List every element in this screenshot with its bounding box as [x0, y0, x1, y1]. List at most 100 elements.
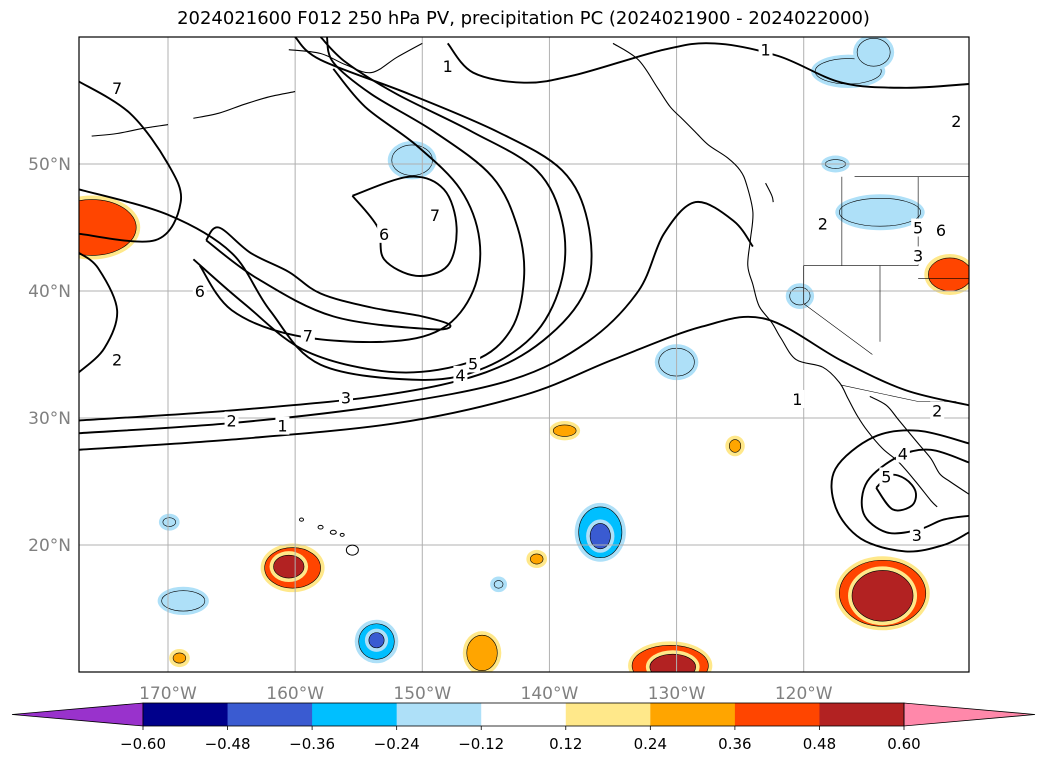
colorbar-bin: [481, 703, 567, 726]
precip-fill: [589, 523, 611, 550]
contour-label: 6: [936, 221, 946, 240]
colorbar-extend-min: [11, 702, 144, 727]
colorbar-bin: [312, 703, 398, 726]
contour-label: 2: [226, 412, 236, 431]
contour-label-bg: [453, 365, 468, 384]
contour-label-bg: [815, 214, 830, 233]
precip-fill: [729, 439, 742, 453]
island: [329, 529, 337, 535]
lat-tick-label: 40°N: [28, 282, 71, 302]
colorbar-bin: [143, 703, 229, 726]
coastline: [869, 395, 969, 495]
precip-fill: [161, 590, 206, 612]
precip-fill: [162, 517, 176, 527]
contour-label-bg: [192, 282, 207, 300]
precipitation-fill-layer: [79, 37, 969, 672]
pv-contour-4: [79, 37, 567, 381]
coastline: [612, 42, 938, 508]
pv-contour-2: [79, 252, 119, 374]
contour-label: 4: [455, 366, 465, 385]
lon-tick-label: 120°W: [775, 684, 833, 704]
colorbar-tick-label: 0.48: [803, 735, 836, 753]
chart-title: 2024021600 F012 250 hPa PV, precipitatio…: [177, 8, 870, 29]
colorbar-bin: [227, 703, 313, 726]
contour-label: 7: [112, 79, 122, 98]
pv-contour-7: [79, 80, 183, 243]
lon-tick-label: 170°W: [139, 684, 197, 704]
precip-fill: [530, 553, 544, 565]
colorbar-frame: [142, 702, 905, 727]
colorbar-bin: [819, 703, 905, 726]
colorbar-tick-label: 0.12: [549, 735, 582, 753]
pv-contour-layer: [79, 37, 969, 553]
axis-tick-labels: 170°W 160°W 150°W 140°W 130°W 120°W 50°N 40°N 30…: [28, 155, 833, 704]
contour-label-bg: [377, 224, 392, 243]
precip-fill: [552, 424, 577, 437]
pv-contour-4: [860, 448, 969, 535]
island: [345, 544, 359, 556]
colorbar-bin: [396, 703, 482, 726]
contour-label: 6: [379, 225, 389, 244]
contour-label-bg: [440, 57, 455, 76]
pv-contour-3: [79, 37, 593, 422]
contour-label-bg: [110, 350, 125, 369]
pv-contour-5: [192, 37, 526, 374]
contour-label-bg: [110, 78, 125, 97]
lat-tick-label: 30°N: [28, 409, 71, 429]
island: [317, 524, 324, 530]
colorbar-tick-label: 0.36: [718, 735, 751, 753]
lon-tick-label: 140°W: [521, 684, 579, 704]
colorbar-bin: [734, 703, 820, 726]
contour-label: 1: [443, 57, 453, 76]
lat-tick-label: 20°N: [28, 536, 71, 556]
contour-label: 7: [303, 326, 313, 345]
lat-tick-label: 50°N: [28, 155, 71, 175]
colorbar-extend-max: [903, 702, 1036, 727]
contour-label: 5: [468, 354, 478, 373]
colorbar-bin: [565, 703, 651, 726]
precip-fill: [856, 37, 891, 67]
pv-contour-2: [79, 201, 754, 435]
contour-label: 7: [430, 206, 440, 225]
contour-label: 3: [913, 246, 923, 265]
lon-tick-label: 160°W: [266, 684, 324, 704]
precip-fill: [368, 632, 385, 649]
contour-label: 3: [912, 526, 922, 545]
colorbar-tick-label: −0.36: [289, 735, 335, 753]
coastlines: [91, 42, 969, 556]
contour-label: 2: [951, 112, 961, 131]
precip-fill: [839, 197, 921, 227]
precip-fill: [789, 286, 811, 306]
contour-label-bg: [428, 205, 442, 224]
contour-label-bg: [911, 246, 926, 265]
contour-label-bg: [949, 111, 964, 130]
contour-label-bg: [930, 401, 945, 420]
state-border: [803, 265, 873, 355]
contour-label-bg: [934, 221, 949, 240]
coastline: [193, 91, 296, 119]
precip-fill: [493, 580, 504, 589]
contour-label-bg: [300, 326, 315, 345]
coastline: [765, 182, 774, 203]
contour-label-bg: [911, 218, 926, 237]
colorbar-tick-label: 0.60: [887, 735, 920, 753]
contour-label: 2: [932, 401, 942, 420]
colorbar-tick-label: −0.60: [120, 735, 166, 753]
island: [299, 517, 304, 522]
contour-label: 1: [277, 417, 287, 436]
contour-label: 1: [760, 41, 770, 60]
map-frame: [78, 36, 970, 673]
precip-fill: [851, 570, 914, 622]
precip-fill: [79, 199, 137, 256]
coastline: [91, 124, 169, 137]
contour-label: 2: [818, 215, 828, 234]
contour-label: 5: [881, 467, 891, 486]
colorbar-tick-label: −0.12: [458, 735, 504, 753]
pv-contour-1: [79, 315, 969, 451]
island: [339, 532, 345, 537]
pv-contour-1: [446, 42, 969, 89]
contour-label-bg: [339, 388, 353, 407]
